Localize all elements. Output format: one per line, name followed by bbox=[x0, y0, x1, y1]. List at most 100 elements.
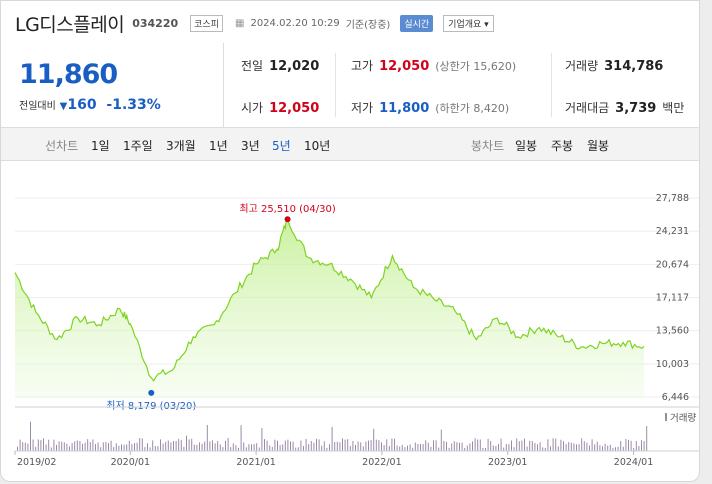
volume-bar bbox=[542, 447, 544, 451]
tab-10year[interactable]: 10년 bbox=[304, 139, 331, 153]
volume-bar bbox=[576, 444, 577, 451]
volume-bar bbox=[349, 446, 351, 451]
volume-bar bbox=[594, 444, 596, 451]
x-axis: 2019/02 2020/01 2021/01 2022/01 2023/01 2024/… bbox=[14, 451, 653, 468]
volume-bar bbox=[144, 447, 146, 451]
volume-bar bbox=[178, 438, 180, 451]
low-price: 저가 11,800 (하한가 8,420) bbox=[351, 99, 509, 116]
tab-1week[interactable]: 1주일 bbox=[123, 139, 153, 153]
volume-bar bbox=[479, 439, 481, 451]
volume-bar bbox=[313, 442, 315, 451]
volume-bar bbox=[149, 447, 151, 451]
volume-bar bbox=[89, 442, 91, 451]
volume-bar bbox=[555, 438, 557, 451]
volume-bar bbox=[269, 445, 271, 451]
price-summary: 11,860 전일대비 ▼160 -1.33% bbox=[1, 43, 224, 127]
volume-bar bbox=[589, 445, 590, 451]
volume-bar bbox=[279, 444, 281, 451]
price-change: 전일대비 ▼160 -1.33% bbox=[19, 97, 161, 113]
volume-bar bbox=[529, 440, 531, 451]
volume-bar bbox=[277, 440, 278, 451]
volume-bar bbox=[440, 429, 442, 451]
volume-bar bbox=[108, 443, 109, 451]
volume-bar bbox=[391, 438, 393, 451]
volume-bar bbox=[105, 441, 107, 451]
y-tick-label: 24,231 bbox=[656, 226, 689, 237]
volume-bar bbox=[599, 445, 601, 451]
volume-bar bbox=[131, 444, 133, 451]
lower-limit: (하한가 8,420) bbox=[435, 102, 510, 115]
volume-bar bbox=[615, 447, 616, 451]
calendar-icon: ▦ bbox=[235, 17, 245, 29]
volume-bar bbox=[160, 439, 161, 451]
volume-bar bbox=[557, 446, 559, 451]
volume-bar bbox=[308, 444, 310, 451]
volume-bar bbox=[381, 442, 382, 451]
tab-1year[interactable]: 1년 bbox=[209, 139, 228, 153]
y-tick-label: 10,003 bbox=[656, 359, 689, 370]
y-tick-label: 6,446 bbox=[662, 392, 689, 403]
volume-bar bbox=[212, 440, 213, 451]
volume-bar bbox=[552, 438, 554, 451]
volume-bar bbox=[394, 438, 395, 451]
volume-bar bbox=[69, 446, 70, 451]
volume-bar bbox=[433, 440, 434, 451]
volume-bar bbox=[464, 447, 466, 451]
realtime-badge[interactable]: 실시간 bbox=[400, 14, 434, 32]
tab-1day[interactable]: 1일 bbox=[91, 139, 110, 153]
volume-bar bbox=[612, 447, 614, 451]
high-label: 고가 bbox=[351, 59, 374, 73]
tab-3month[interactable]: 3개월 bbox=[166, 139, 196, 153]
volume-bar bbox=[352, 441, 354, 451]
volume-bar bbox=[461, 442, 463, 451]
volume-bar bbox=[430, 446, 432, 451]
volume-bar bbox=[466, 445, 468, 451]
volume-bar bbox=[498, 444, 499, 451]
volume-bar bbox=[121, 444, 122, 451]
market-badge: 코스피 bbox=[190, 14, 223, 32]
volume-bar bbox=[360, 442, 362, 451]
volume-bar bbox=[469, 443, 471, 451]
volume-bar bbox=[209, 441, 211, 451]
volume-bar bbox=[292, 441, 294, 451]
x-tick-label: 2021/01 bbox=[236, 457, 275, 468]
volume-bar bbox=[318, 439, 320, 451]
volume-bar bbox=[388, 446, 390, 451]
quote-table: 전일 12,020 고가 12,050 (상한가 15,620) 거래량 314… bbox=[223, 43, 699, 127]
volume-bar bbox=[290, 441, 291, 451]
volume-bar bbox=[40, 440, 42, 451]
volume-bar bbox=[323, 441, 325, 451]
volume-bar bbox=[175, 440, 177, 451]
tab-weekly-candle[interactable]: 주봉 bbox=[551, 139, 574, 153]
volume-bar bbox=[66, 443, 68, 451]
volume-bar bbox=[141, 438, 143, 451]
volume-bar bbox=[196, 444, 198, 451]
tab-monthly-candle[interactable]: 월봉 bbox=[587, 139, 610, 153]
volume-bar bbox=[472, 441, 473, 451]
volume-bar bbox=[222, 447, 224, 451]
volume-bar bbox=[282, 444, 284, 451]
volume-bar bbox=[82, 443, 83, 451]
tab-3year[interactable]: 3년 bbox=[241, 139, 260, 153]
volume-bar bbox=[448, 447, 450, 451]
company-overview-dropdown[interactable]: 기업개요 ▾ bbox=[443, 14, 494, 32]
y-tick-label: 27,788 bbox=[656, 193, 689, 204]
stock-name[interactable]: LG디스플레이 bbox=[15, 13, 125, 36]
volume-bar bbox=[17, 446, 18, 451]
volume-bar bbox=[386, 439, 388, 451]
volume-bar bbox=[646, 426, 648, 451]
volume-bar bbox=[227, 438, 229, 451]
tab-daily-candle[interactable]: 일봉 bbox=[515, 139, 538, 153]
volume-bar bbox=[336, 441, 338, 451]
volume-bar bbox=[643, 441, 645, 451]
volume-bar bbox=[573, 443, 575, 451]
change-percent: -1.33% bbox=[106, 97, 161, 113]
volume-bar bbox=[490, 440, 492, 451]
volume-bar bbox=[45, 444, 47, 451]
price-chart[interactable]: 27,788 24,231 20,674 17,117 13,560 10,003 6,44… bbox=[1, 161, 699, 481]
tab-5year[interactable]: 5년 bbox=[272, 139, 291, 153]
volume-bar bbox=[399, 446, 401, 451]
volume-bar bbox=[274, 439, 276, 451]
volume-bar bbox=[74, 441, 76, 451]
volume-bar bbox=[365, 441, 367, 451]
